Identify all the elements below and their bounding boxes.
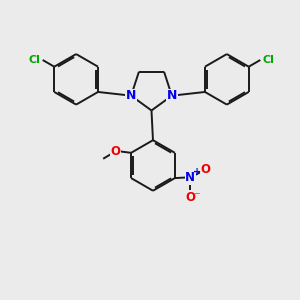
Text: O: O [185, 190, 195, 204]
Text: Cl: Cl [28, 55, 40, 65]
Text: +: + [193, 167, 201, 177]
Text: N: N [185, 171, 195, 184]
Text: N: N [126, 89, 136, 102]
Text: O: O [111, 145, 121, 158]
Text: Cl: Cl [263, 55, 274, 65]
Text: N: N [167, 89, 177, 102]
Text: ⁻: ⁻ [193, 190, 200, 204]
Text: O: O [200, 163, 210, 176]
